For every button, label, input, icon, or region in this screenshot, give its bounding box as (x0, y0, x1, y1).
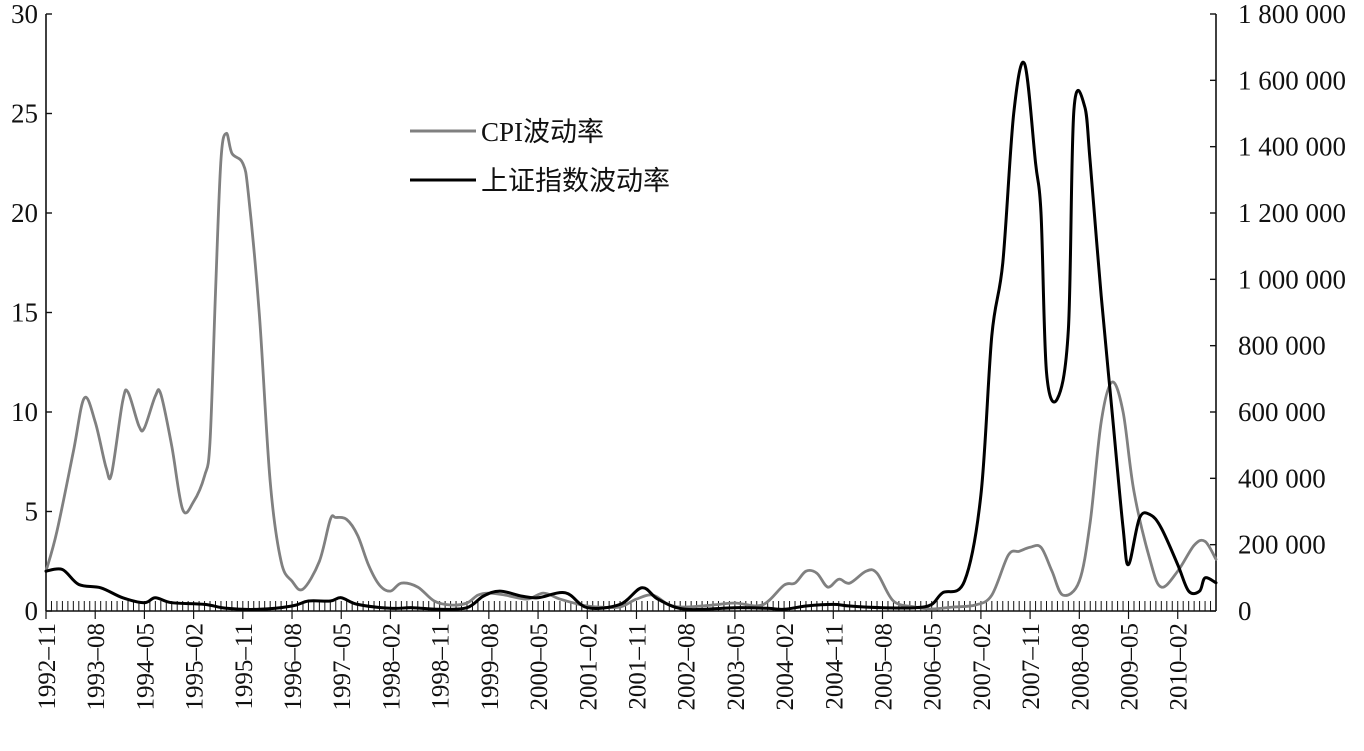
y-tick-label: 5 (25, 497, 39, 527)
y2-tick-label: 1 000 000 (1238, 264, 1346, 294)
x-tick-label: 2005–08 (870, 623, 897, 711)
x-tick-label: 1992–11 (34, 623, 61, 710)
series-line-sse-volatility (44, 60, 1218, 612)
y-tick-label: 30 (11, 0, 38, 29)
x-tick-label: 2009–05 (1117, 623, 1144, 711)
x-tick-label: 2007–02 (969, 623, 996, 711)
legend: CPI波动率 上证指数波动率 (410, 117, 670, 196)
legend-label-cpi: CPI波动率 (481, 117, 604, 147)
x-tick-label: 2008–08 (1067, 623, 1094, 711)
x-tick-label: 1998–11 (428, 623, 455, 710)
x-tick-label: 2004–02 (772, 623, 799, 711)
x-tick-label: 2010–02 (1166, 623, 1193, 711)
y2-tick-label: 0 (1238, 596, 1252, 626)
y2-tick-label: 400 000 (1238, 463, 1326, 493)
y-tick-label: 0 (25, 596, 39, 626)
x-tick-label: 1994–05 (132, 623, 159, 711)
y2-tick-label: 200 000 (1238, 530, 1326, 560)
y-tick-label: 15 (11, 298, 38, 328)
x-tick-label: 2002–08 (674, 623, 701, 711)
y-tick-label: 20 (11, 198, 38, 228)
x-tick-label: 2000–05 (526, 623, 553, 711)
y2-tick-label: 1 200 000 (1238, 198, 1346, 228)
series-lines (44, 60, 1218, 612)
x-tick-label: 2001–11 (624, 623, 651, 710)
x-tick-label: 1999–08 (477, 623, 504, 711)
x-tick-label: 2001–02 (575, 623, 602, 711)
x-tick-label: 1995–11 (231, 623, 258, 710)
x-tick-label: 1993–08 (83, 623, 110, 711)
x-tick-label: 2006–05 (920, 623, 947, 711)
y-tick-label: 25 (11, 99, 38, 129)
x-tick-label: 1998–02 (378, 623, 405, 711)
y2-tick-label: 600 000 (1238, 397, 1326, 427)
x-tick-label: 2007–11 (1018, 623, 1045, 710)
legend-label-sse: 上证指数波动率 (481, 166, 670, 196)
y-tick-label: 10 (11, 397, 38, 427)
axes: 0 5 10 15 20 25 30 0 200 000 400 000 600 000 800 00… (11, 0, 1346, 711)
x-tick-label: 1996–08 (280, 623, 307, 711)
y2-tick-label: 1 400 000 (1238, 132, 1346, 162)
y2-tick-label: 1 800 000 (1238, 0, 1346, 29)
x-tick-label: 2004–11 (821, 623, 848, 710)
x-tick-label: 1995–02 (182, 623, 209, 711)
x-tick-label: 2003–05 (723, 623, 750, 711)
y2-tick-label: 1 600 000 (1238, 65, 1346, 95)
x-tick-label: 1997–05 (329, 623, 356, 711)
series-line-cpi-volatility (44, 131, 1218, 611)
y2-tick-label: 800 000 (1238, 331, 1326, 361)
